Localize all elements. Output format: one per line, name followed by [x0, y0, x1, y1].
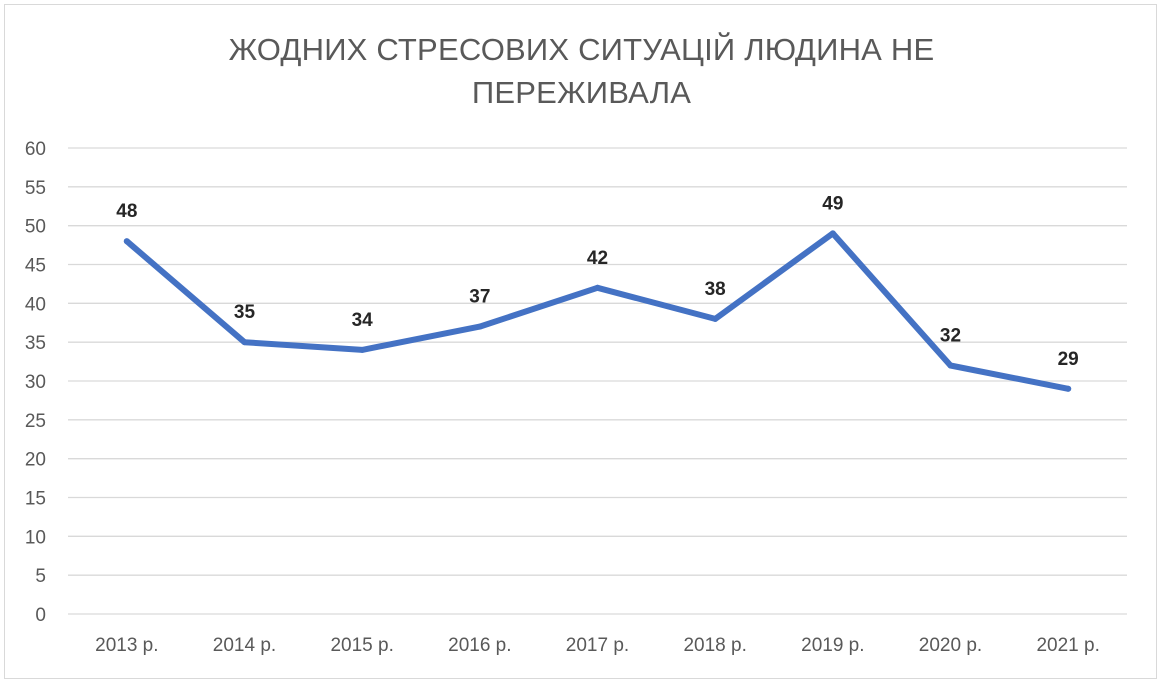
x-tick-label: 2016 р. [448, 635, 511, 656]
data-point [1065, 385, 1072, 392]
y-tick-label: 5 [35, 566, 46, 587]
x-tick-label: 2015 р. [330, 635, 393, 656]
data-label: 49 [822, 193, 843, 214]
data-label: 29 [1058, 349, 1079, 370]
data-labels: 48 35 34 37 42 38 49 32 29 [116, 193, 1078, 369]
data-point [123, 238, 130, 245]
y-tick-label: 30 [25, 372, 46, 393]
data-point [594, 284, 601, 291]
series [123, 230, 1072, 392]
gridlines [68, 147, 1127, 615]
y-tick-label: 40 [25, 294, 46, 315]
data-point [476, 323, 483, 330]
data-label: 37 [469, 287, 490, 308]
y-tick-label: 15 [25, 489, 46, 510]
y-axis-ticks: 0 5 10 15 20 25 30 35 40 45 50 55 60 [25, 139, 46, 626]
x-tick-label: 2013 р. [95, 635, 158, 656]
chart-title: ЖОДНИХ СТРЕСОВИХ СИТУАЦІЙ ЛЮДИНА НЕ ПЕРЕ… [0, 28, 1163, 114]
data-label: 32 [940, 325, 961, 346]
chart-title-line-2: ПЕРЕЖИВАЛА [471, 75, 692, 110]
data-point [947, 362, 954, 369]
data-point [829, 230, 836, 237]
x-tick-label: 2018 р. [683, 635, 746, 656]
y-tick-label: 55 [25, 178, 46, 199]
data-label: 35 [234, 302, 256, 323]
chart-title-line-1: ЖОДНИХ СТРЕСОВИХ СИТУАЦІЙ ЛЮДИНА НЕ [228, 32, 935, 67]
data-label: 38 [705, 279, 726, 300]
y-tick-label: 0 [35, 605, 46, 626]
data-label: 42 [587, 248, 608, 269]
y-tick-label: 50 [25, 217, 46, 238]
data-point [712, 315, 719, 322]
chart-frame [4, 4, 1157, 679]
x-axis-ticks: 2013 р. 2014 р. 2015 р. 2016 р. 2017 р. 2018 … [95, 635, 1100, 656]
data-label: 48 [116, 201, 137, 222]
y-tick-label: 20 [25, 450, 46, 471]
x-tick-label: 2017 р. [566, 635, 629, 656]
x-tick-label: 2014 р. [213, 635, 276, 656]
data-point [359, 346, 366, 353]
x-tick-label: 2019 р. [801, 635, 864, 656]
y-tick-label: 45 [25, 256, 46, 277]
x-tick-label: 2020 р. [919, 635, 982, 656]
x-tick-label: 2021 р. [1036, 635, 1099, 656]
data-point [241, 339, 248, 346]
y-tick-label: 10 [25, 527, 46, 548]
y-tick-label: 25 [25, 411, 46, 432]
y-tick-label: 60 [25, 139, 46, 160]
y-tick-label: 35 [25, 333, 46, 354]
data-label: 34 [352, 310, 374, 331]
